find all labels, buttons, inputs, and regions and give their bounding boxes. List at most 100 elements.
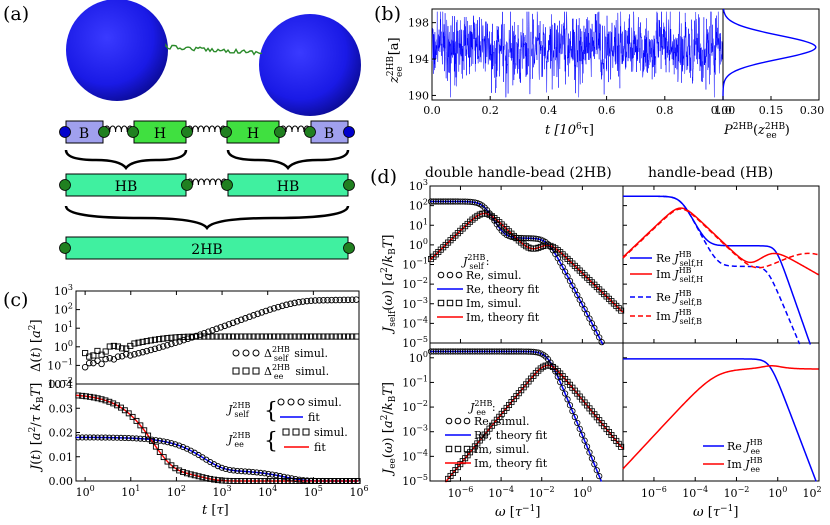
x-tick-label: 0.0 — [423, 104, 441, 117]
jee-point — [141, 427, 148, 434]
schematic-panel: B H H B HB HB — [59, 0, 361, 260]
ee-2hb-re-point — [496, 348, 503, 355]
jself-point — [129, 435, 136, 442]
node-dot — [221, 179, 233, 191]
delta-self-point — [114, 353, 122, 360]
delta-self-point — [348, 296, 356, 303]
jee-point — [257, 478, 264, 484]
legend-marker-circle — [242, 349, 250, 357]
ee-2hb-re-point — [525, 348, 532, 355]
ee-2hb-re-point — [464, 348, 471, 355]
self-2hb-re-point — [530, 235, 537, 242]
delta-self-point — [217, 324, 224, 331]
ee-2hb-re-point — [440, 348, 447, 355]
delta-self-point — [258, 309, 266, 316]
schematic-row-2: HB HB — [59, 173, 355, 197]
y-tick-label: 10−5 — [402, 335, 428, 350]
legend-marker-circle — [455, 271, 463, 279]
legend-marker-circle — [277, 398, 285, 406]
delta-ee-point — [246, 333, 253, 340]
c-bot-legend: J2HB self { simul. fit J2HB ee { simul. fi… — [226, 396, 348, 454]
delta-ee-point — [201, 333, 208, 340]
jself-point — [152, 437, 159, 444]
self-2hb-re-point — [586, 315, 593, 322]
ee-2hb-re-point — [432, 348, 439, 355]
ee-2hb-re-point — [510, 348, 518, 355]
self-2hb-re-point — [566, 277, 574, 285]
self-2hb-re-point — [437, 198, 444, 205]
delta-self-point — [332, 296, 339, 304]
legend-jee-fit: fit — [314, 441, 326, 454]
hb-label-left: HB — [115, 179, 138, 195]
self-2hb-re-point — [598, 339, 605, 346]
delta-self-point — [229, 319, 237, 327]
d-ee-leg-im-fit: Im, theory fit — [474, 457, 548, 470]
ee-2hb-re-point — [498, 348, 505, 355]
delta-ee-point — [106, 343, 113, 350]
delta-ee-point — [90, 352, 97, 359]
delta-ee-point — [275, 333, 282, 340]
jself-point — [106, 434, 113, 441]
ee-2hb-re-point — [503, 348, 510, 355]
delta-ee-point — [234, 333, 241, 340]
x-tick-label: 104 — [258, 484, 277, 499]
d-self-leg-re-sim: Re, simul. — [466, 269, 521, 282]
legend-marker-square — [242, 367, 250, 375]
b-hist-series — [722, 8, 817, 101]
jee-point — [86, 393, 93, 400]
d-hb-leg-im-b: Im JHB self,B — [656, 308, 702, 326]
ee-2hb-re-point — [561, 390, 569, 397]
d-ee-leg-title: J2HB ee: — [468, 399, 496, 417]
delta-ee-point — [213, 333, 220, 340]
self-2hb-re-point — [454, 198, 461, 205]
ee-2hb-re-point — [559, 384, 566, 391]
self-hb-im-h-line — [622, 207, 819, 276]
d-axes: 10−5 10−4 10−3 10−2 10−1 100 101 102 103 10−5 10−4… — [402, 178, 821, 500]
jee-point — [149, 438, 155, 445]
jee-point — [207, 475, 214, 482]
delta-self-point — [143, 347, 150, 355]
x-tick-label: 102 — [167, 484, 186, 499]
d-ee-leg-im-sim: Im, simul. — [474, 443, 529, 456]
legend-marker-square — [282, 428, 290, 436]
d-self-hb-legend: Re JHB self,H Im JHB self,H Re JHB self,B I… — [630, 250, 703, 326]
delta-ee-point — [271, 333, 278, 340]
c-top-ylabel: Δ(t) [a2] — [28, 319, 44, 372]
legend-marker-circle — [445, 417, 453, 425]
delta-ee-point — [258, 333, 265, 340]
legend-marker-circle — [463, 417, 471, 425]
self-2hb-re-point — [576, 296, 583, 303]
x-tick-label: 100 — [768, 485, 787, 500]
legend-marker-circle — [232, 349, 240, 357]
node-dot — [59, 242, 71, 254]
schematic-row-1: B H H B — [59, 120, 355, 144]
schematic-row-3: 2HB — [59, 236, 355, 260]
d-xlabel-left: ω [τ−1] — [495, 504, 540, 520]
jself-point — [280, 473, 287, 480]
jself-point — [75, 434, 82, 441]
delta-self-point — [328, 296, 335, 304]
delta-ee-point — [94, 347, 101, 354]
y-tick-label: 10−5 — [402, 473, 428, 488]
delta-self-point — [131, 351, 138, 358]
jself-point — [226, 466, 233, 473]
delta-self-point — [262, 307, 270, 315]
y-tick-label: 0.01 — [49, 451, 74, 464]
jee-point — [222, 477, 229, 484]
y-tick-label: 10−4 — [402, 315, 428, 330]
jself-point — [230, 467, 237, 474]
delta-self-point — [303, 297, 311, 305]
self-2hb-re-point — [449, 198, 457, 205]
ee-2hb-re-point — [557, 379, 564, 386]
jself-point — [273, 472, 280, 479]
node-dot — [59, 126, 71, 138]
b-ylabel: z2HBee[a] — [386, 37, 405, 84]
self-hb-re-h-line — [623, 195, 812, 345]
jee-point — [292, 478, 299, 484]
ee-2hb-re-point — [571, 413, 578, 421]
jee-point — [164, 458, 171, 465]
self-2hb-re-point — [583, 310, 591, 317]
jself-point — [214, 463, 222, 470]
x-tick-label: 10−4 — [488, 485, 514, 500]
